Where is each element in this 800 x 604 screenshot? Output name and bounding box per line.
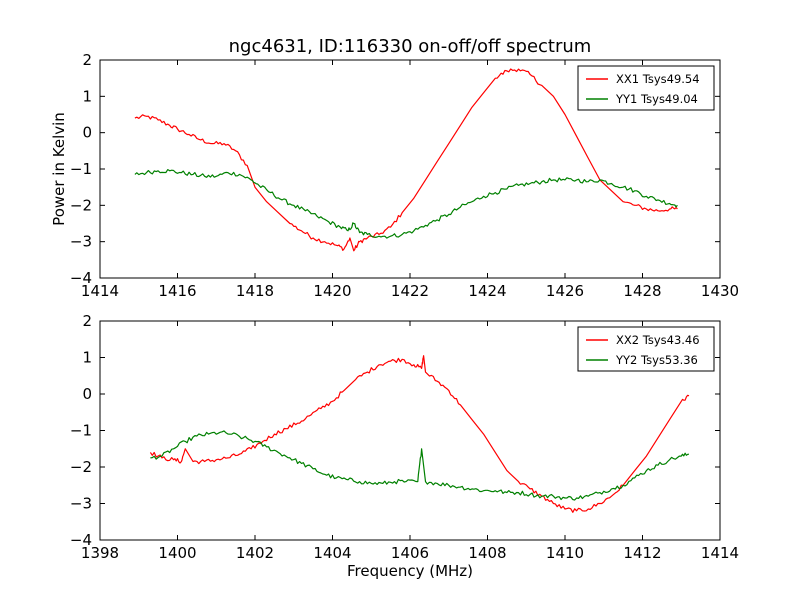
y-tick-label: −4 [70, 269, 92, 287]
y-tick-label: −3 [70, 495, 92, 513]
x-tick-label: 1414 [81, 282, 119, 300]
x-tick-label: 1398 [81, 544, 119, 562]
x-tick-label: 1418 [236, 282, 274, 300]
legend-entry-label: YY1 Tsys49.04 [615, 92, 698, 106]
x-tick-label: 1420 [313, 282, 351, 300]
y-tick-label: −2 [70, 458, 92, 476]
y-axis-label: Power in Kelvin [50, 112, 68, 226]
legend-box [577, 65, 715, 111]
legend-box [577, 326, 715, 372]
y-tick-label: 0 [82, 124, 92, 142]
y-tick-label: 2 [82, 51, 92, 69]
x-tick-label: 1424 [468, 282, 506, 300]
x-tick-label: 1406 [391, 544, 429, 562]
series-line-xx1 [134, 68, 678, 252]
plot-panel-2: 1398 1400 1402 1404 1406 1408 1410 1412 1414 −4 −3… [70, 312, 739, 580]
y-tick-label: −1 [70, 422, 92, 440]
x-tick-label: 1414 [701, 544, 739, 562]
x-tick-label: 1412 [623, 544, 661, 562]
y-tick-label: −4 [70, 531, 92, 549]
x-tick-label: 1410 [546, 544, 584, 562]
y-tick-label: 1 [82, 349, 92, 367]
legend-entry-label: XX2 Tsys43.46 [616, 333, 700, 347]
series-line-yy1 [134, 169, 678, 239]
series-line-yy2 [150, 430, 690, 501]
x-tick-label: 1426 [546, 282, 584, 300]
x-tick-label: 1422 [391, 282, 429, 300]
x-tick-label: 1404 [313, 544, 351, 562]
x-tick-label: 1416 [158, 282, 196, 300]
x-tick-label: 1428 [623, 282, 661, 300]
series-line-xx2 [149, 355, 690, 513]
x-axis-label: Frequency (MHz) [347, 562, 473, 580]
y-tick-label: −3 [70, 233, 92, 251]
plot-panel-1: 1414 1416 1418 1420 1422 1424 1426 1428 1430 −4 −3… [50, 36, 739, 300]
y-tick-label: −1 [70, 160, 92, 178]
y-tick-label: −2 [70, 196, 92, 214]
legend-entry-label: YY2 Tsys53.36 [615, 353, 698, 367]
y-tick-label: 1 [82, 87, 92, 105]
legend: XX2 Tsys43.46 YY2 Tsys53.36 [577, 326, 715, 372]
x-tick-label: 1400 [158, 544, 196, 562]
legend-entry-label: XX1 Tsys49.54 [616, 72, 700, 86]
y-tick-label: 0 [82, 385, 92, 403]
x-tick-label: 1408 [468, 544, 506, 562]
legend: XX1 Tsys49.54 YY1 Tsys49.04 [577, 65, 715, 111]
x-tick-label: 1402 [236, 544, 274, 562]
chart-title: ngc4631, ID:116330 on-off/off spectrum [229, 36, 592, 57]
x-tick-label: 1430 [701, 282, 739, 300]
y-tick-label: 2 [82, 312, 92, 330]
